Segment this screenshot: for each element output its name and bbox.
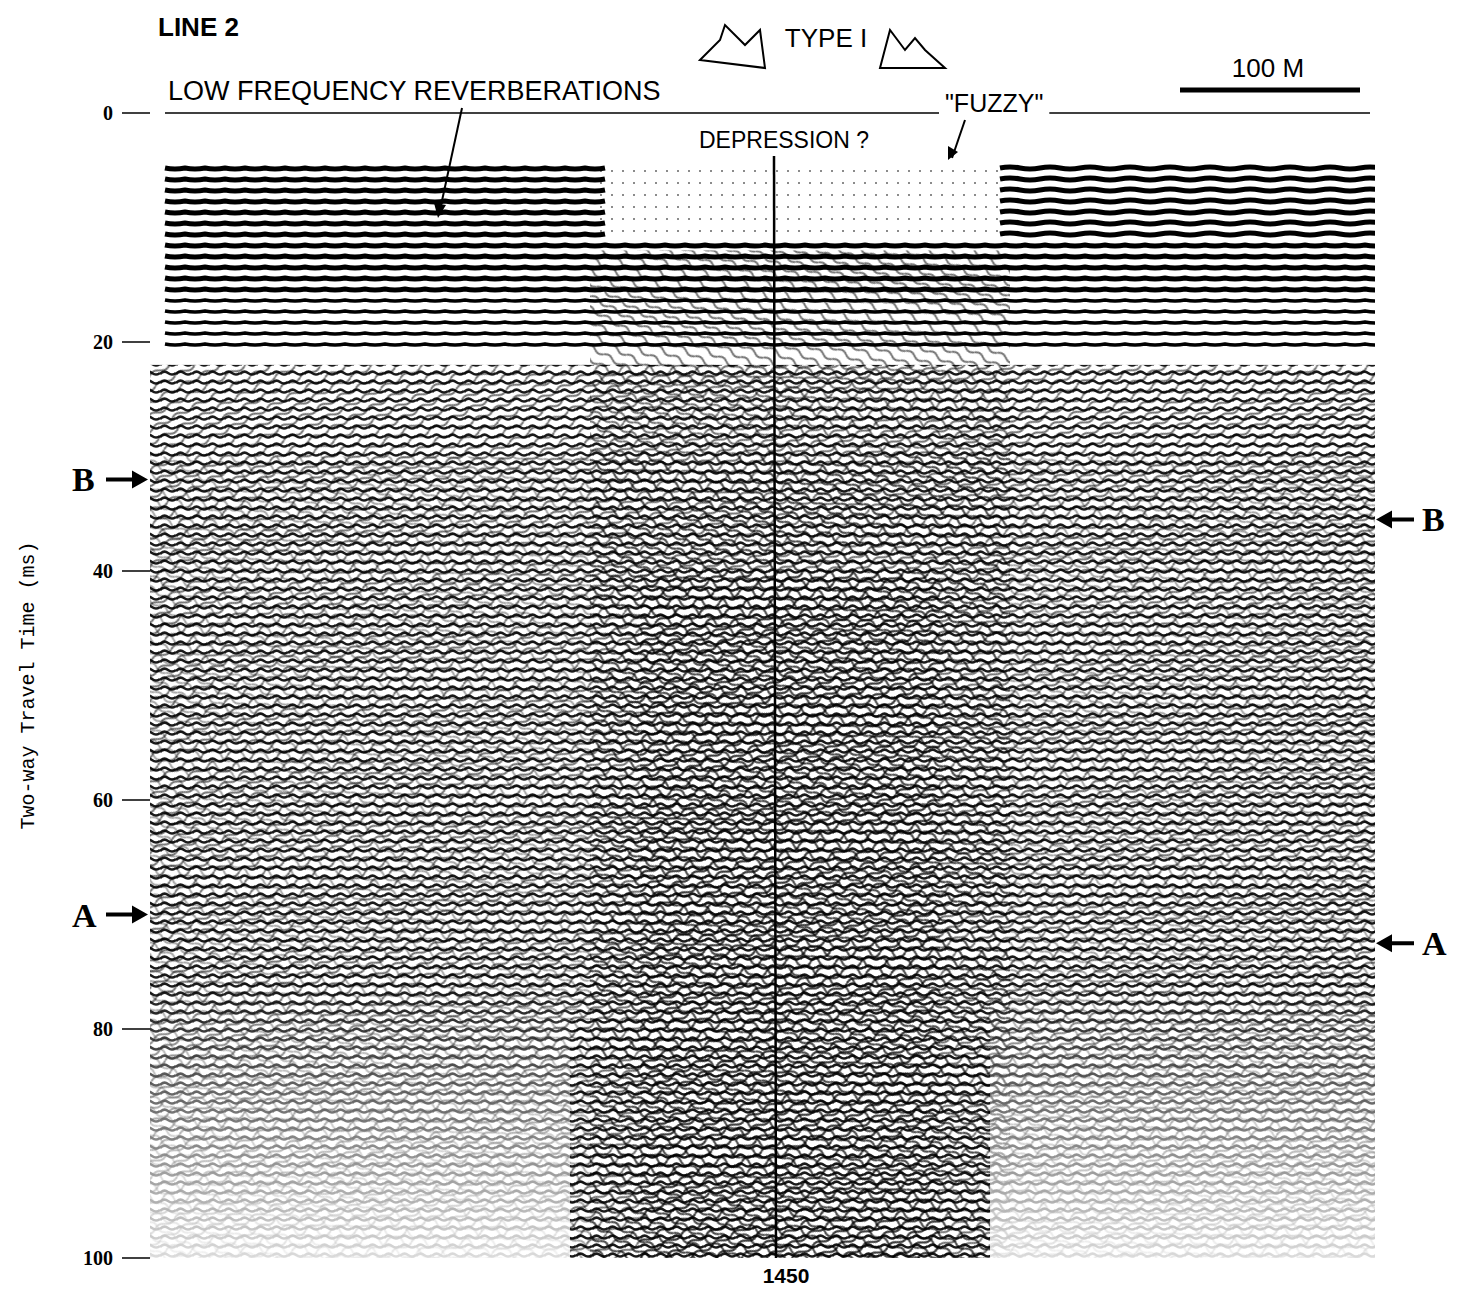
reverberation-band bbox=[165, 267, 1375, 268]
reverberation-band bbox=[165, 168, 605, 169]
seismic-fade bbox=[990, 983, 1375, 1258]
horizon-arrow bbox=[106, 906, 148, 924]
y-tick-label: 20 bbox=[93, 331, 113, 353]
y-tick bbox=[122, 1257, 150, 1259]
y-tick bbox=[122, 341, 150, 343]
horizon-label: B bbox=[72, 461, 95, 498]
reverberation-band bbox=[165, 245, 1375, 246]
shotpoint-line bbox=[774, 156, 776, 1258]
horizon-label: A bbox=[1422, 925, 1447, 962]
fuzzy-zone bbox=[600, 194, 1000, 196]
reverberation-band bbox=[165, 322, 1375, 323]
reverberation-band bbox=[165, 311, 1375, 312]
reverberation-band bbox=[165, 333, 1375, 334]
chart: 0 20 40 60 80 100 Two-way Travel Time (ms) LINE… bbox=[0, 0, 1460, 1290]
fuzzy-zone bbox=[600, 218, 1000, 220]
horizon-arrow bbox=[1376, 934, 1414, 952]
seismic-texture bbox=[640, 571, 940, 1258]
reverberation-band bbox=[165, 344, 1375, 345]
y-tick-label: 60 bbox=[93, 789, 113, 811]
reverberation-band bbox=[165, 289, 1375, 290]
reverberation-band bbox=[165, 234, 605, 235]
y-tick bbox=[122, 570, 150, 572]
reverberation-band bbox=[165, 256, 1375, 257]
reverberation-band bbox=[165, 179, 605, 180]
reverberation-band bbox=[1000, 189, 1375, 191]
y-axis-title: Two-way Travel Time (ms) bbox=[17, 541, 40, 829]
reverberation-band bbox=[1000, 167, 1375, 169]
seismic-section bbox=[150, 167, 1375, 1258]
seismic-texture bbox=[590, 250, 1010, 1258]
time-zero-line bbox=[165, 112, 939, 114]
reverberation-band bbox=[1000, 222, 1375, 224]
y-tick bbox=[122, 112, 150, 114]
y-tick-label: 0 bbox=[103, 102, 113, 124]
annotation: "FUZZY" bbox=[945, 89, 1043, 117]
fuzzy-zone bbox=[600, 206, 1000, 208]
y-tick bbox=[122, 1028, 150, 1030]
shotpoint-label: 1450 bbox=[763, 1264, 810, 1287]
reverberation-band bbox=[165, 190, 605, 191]
reverberation-band bbox=[165, 300, 1375, 301]
scale-bar-label: 100 M bbox=[1232, 53, 1304, 83]
horizon-arrow bbox=[106, 470, 148, 488]
y-tick-label: 40 bbox=[93, 560, 113, 582]
seismic-texture bbox=[150, 457, 1375, 1259]
y-tick-label: 100 bbox=[83, 1247, 113, 1269]
arrow bbox=[700, 25, 765, 68]
horizon-label: B bbox=[1422, 501, 1445, 538]
leader-head bbox=[948, 146, 958, 160]
reverberation-band bbox=[1000, 233, 1375, 235]
leader-head bbox=[434, 203, 446, 218]
annotation: DEPRESSION ? bbox=[699, 127, 869, 153]
horizon-arrow bbox=[1376, 510, 1414, 528]
reverberation-band bbox=[165, 278, 1375, 279]
reverberation-band bbox=[165, 212, 605, 213]
horizon-label: A bbox=[72, 897, 97, 934]
y-tick bbox=[122, 799, 150, 801]
arrow bbox=[880, 30, 945, 68]
label-patch bbox=[678, 126, 890, 154]
scale-bar bbox=[1180, 88, 1360, 93]
seismic-fade bbox=[150, 983, 570, 1258]
fuzzy-zone bbox=[600, 182, 1000, 184]
reverberation-band bbox=[165, 201, 605, 202]
reverberation-band bbox=[1000, 178, 1375, 180]
reverberation-band bbox=[1000, 200, 1375, 202]
annotation: LOW FREQUENCY REVERBERATIONS bbox=[168, 76, 661, 106]
leader bbox=[440, 108, 462, 210]
fuzzy-zone bbox=[600, 230, 1000, 232]
annotation: TYPE I bbox=[785, 23, 867, 53]
reverberation-band bbox=[165, 223, 605, 224]
time-zero-line bbox=[1049, 112, 1370, 114]
fuzzy-zone bbox=[600, 170, 1000, 172]
title: LINE 2 bbox=[158, 12, 239, 42]
y-tick-label: 80 bbox=[93, 1018, 113, 1040]
reverberation-band bbox=[1000, 211, 1375, 213]
